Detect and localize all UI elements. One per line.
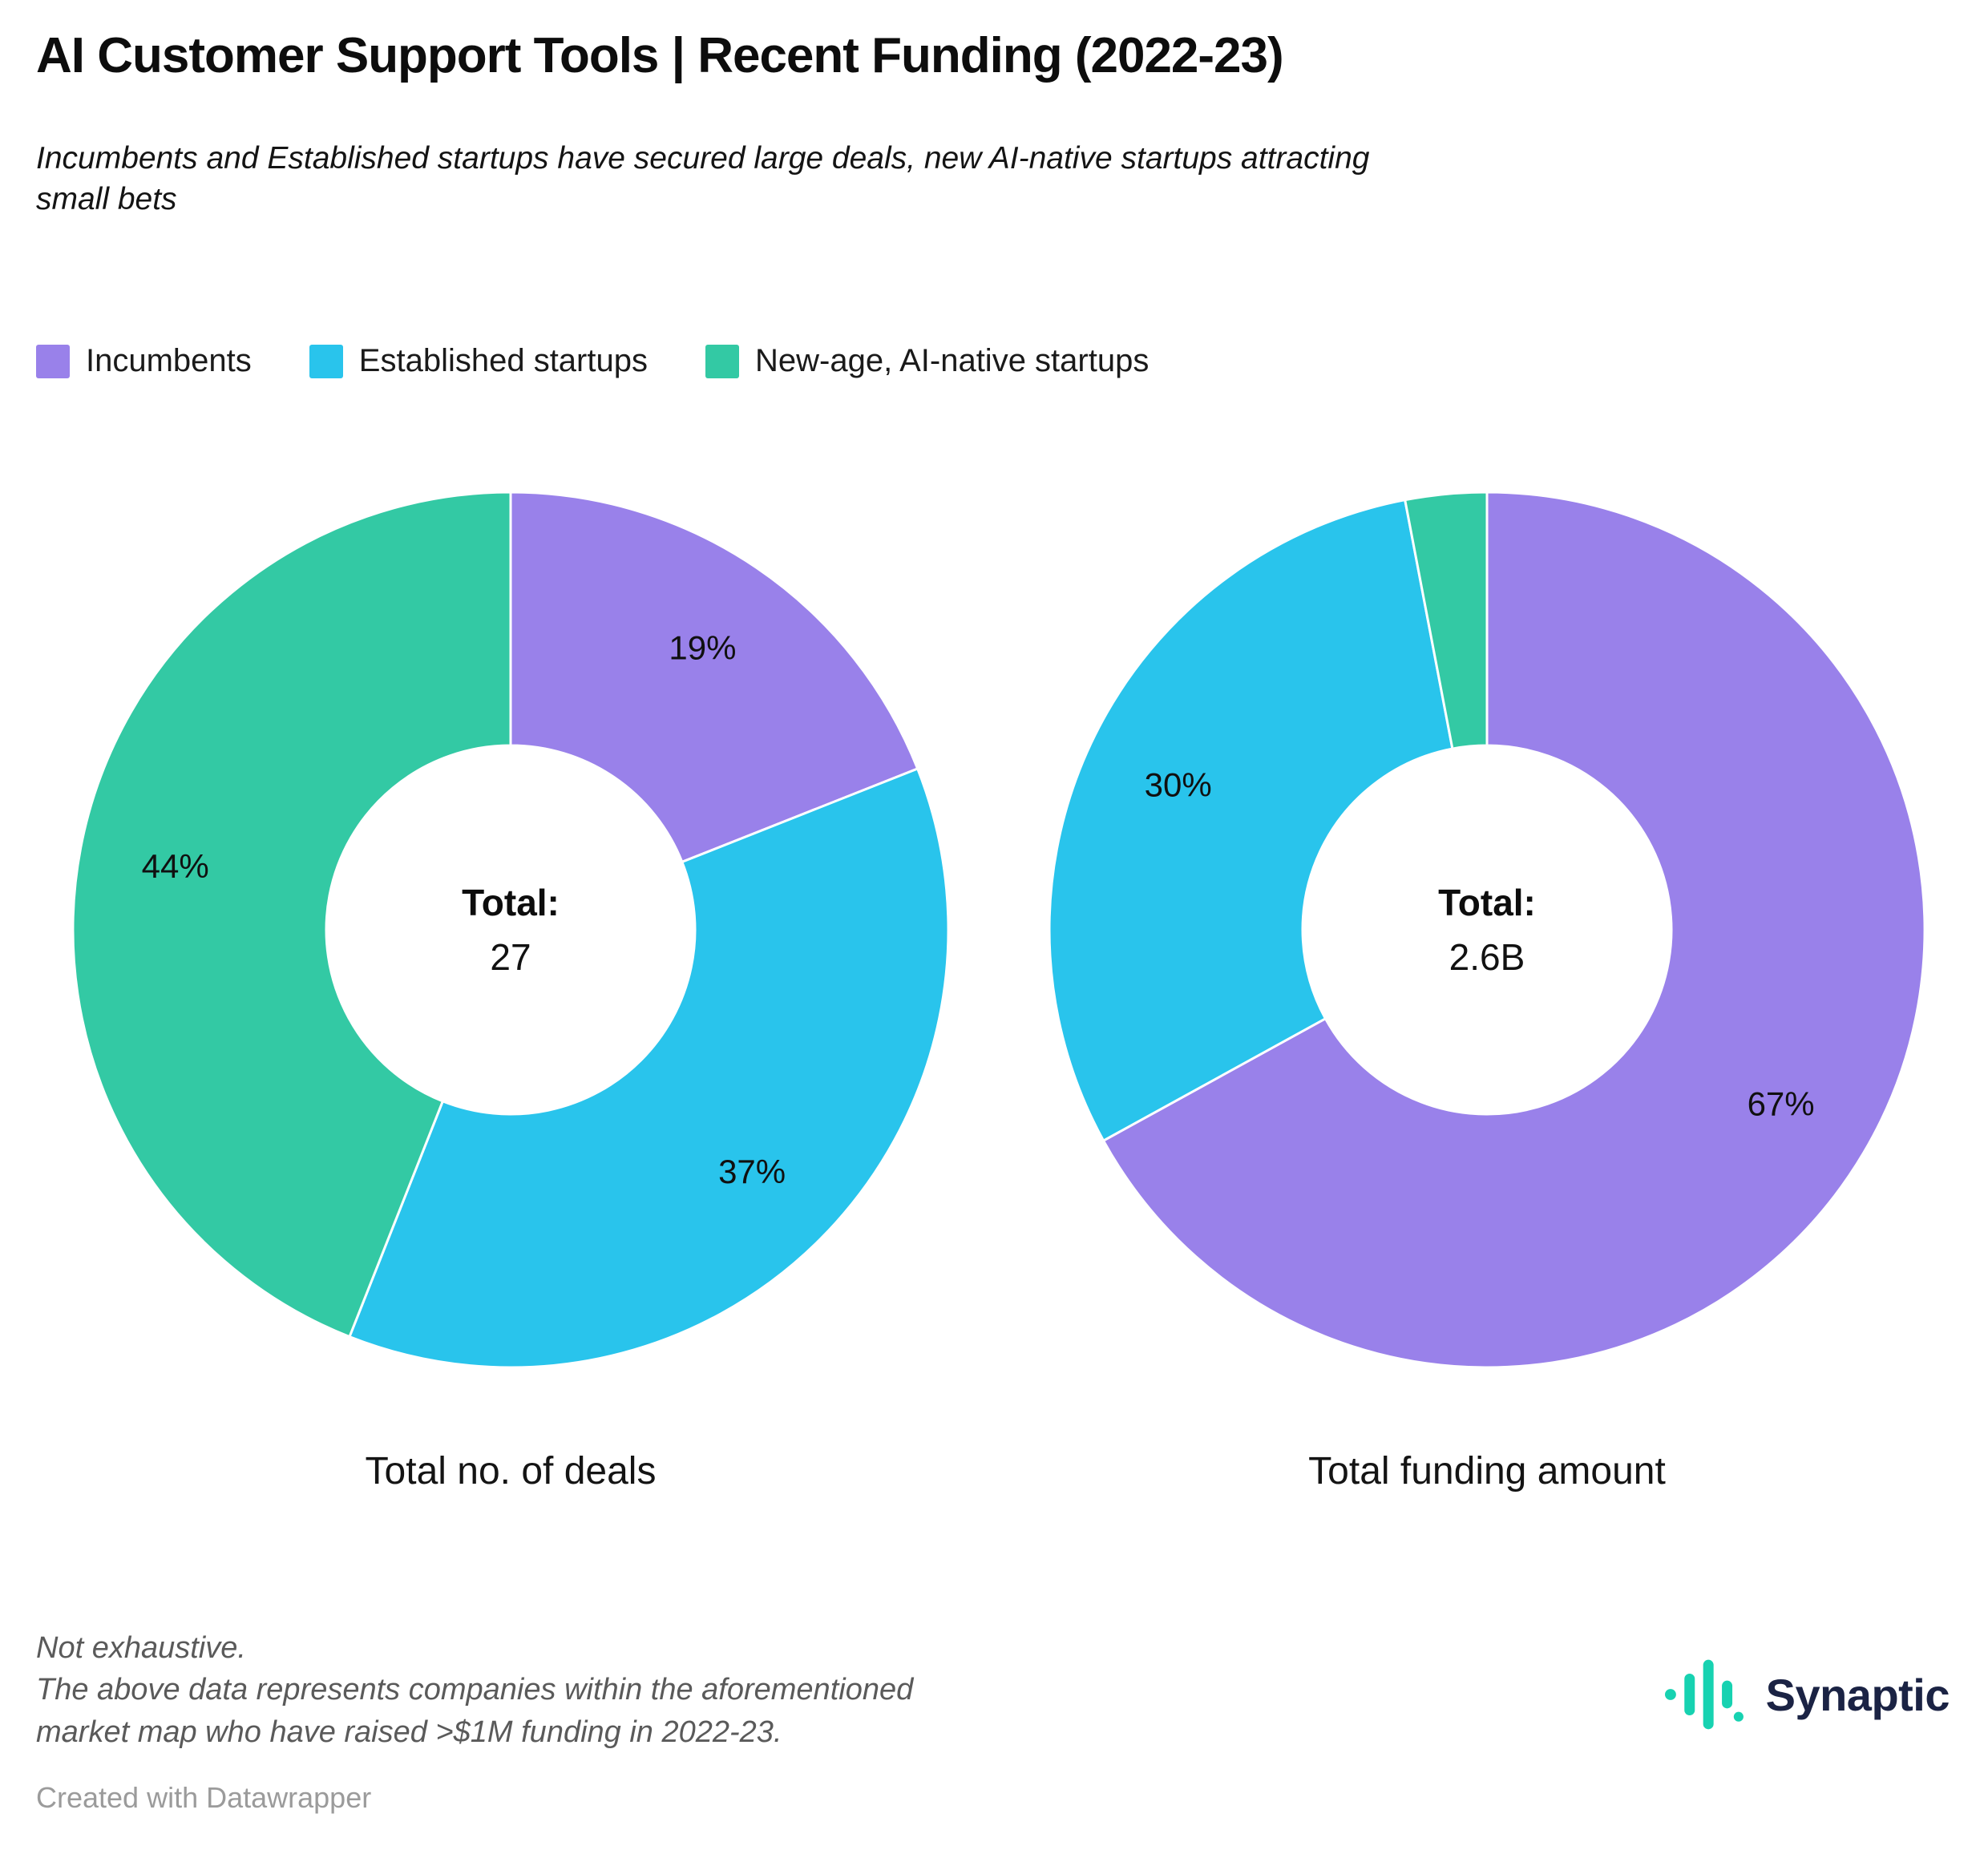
donut-slice-incumbents (1101, 491, 1926, 1369)
chart-caption-funding: Total funding amount (1308, 1450, 1666, 1493)
donut-slice-established-startups (348, 767, 950, 1369)
donut-slice-new-age-ai-native-startups (71, 491, 512, 1339)
chart-subtitle: Incumbents and Established startups have… (36, 141, 1370, 217)
footnote-line: Not exhaustive. (36, 1631, 246, 1665)
legend-swatch (36, 344, 70, 378)
legend-swatch (705, 344, 739, 378)
waveform-icon (1664, 1659, 1744, 1730)
legend-item: New-age, AI-native startups (705, 343, 1149, 379)
donut-slice-established-startups (1048, 498, 1454, 1143)
legend: Incumbents Established startups New-age, A… (36, 343, 1149, 379)
footnote-line: The above data represents companies with… (36, 1673, 914, 1749)
legend-swatch (309, 344, 343, 378)
center-total-value: 2.6B (1449, 936, 1525, 978)
legend-label: Incumbents (86, 343, 252, 378)
chart-caption-deals: Total no. of deals (365, 1450, 657, 1493)
synaptic-wordmark: Synaptic (1765, 1669, 1950, 1720)
footnote: Not exhaustive. The above data represent… (36, 1627, 918, 1753)
legend-item: Incumbents (36, 343, 252, 379)
slice-percentage-label: 30% (1145, 765, 1212, 803)
donut-svg: 19% 37% 44% (71, 491, 950, 1369)
center-total-value: 27 (490, 936, 531, 978)
donut-chart-funding: 67% 30% Total: 2.6B (1046, 489, 1928, 1371)
legend-label: Established startups (358, 343, 648, 378)
datawrapper-attribution: Created with Datawrapper (36, 1781, 372, 1814)
synaptic-logo: Synaptic (1664, 1653, 1950, 1736)
donut-center-total-funding: Total: 2.6B (1319, 878, 1655, 982)
center-total-label: Total: (1438, 881, 1536, 923)
page-title: AI Customer Support Tools | Recent Fundi… (36, 28, 1284, 83)
slice-percentage-label: 37% (718, 1153, 786, 1190)
slice-percentage-label: 67% (1748, 1085, 1815, 1123)
donut-svg: 67% 30% (1048, 491, 1926, 1369)
slice-percentage-label: 19% (669, 629, 736, 667)
legend-item: Established startups (309, 343, 648, 379)
donut-slice-incumbents (509, 491, 919, 864)
legend-label: New-age, AI-native startups (754, 343, 1150, 378)
slice-percentage-label: 44% (142, 847, 209, 885)
center-total-label: Total: (462, 881, 560, 923)
donut-slice-new-age-ai-native-startups (1403, 491, 1489, 750)
donut-center-total-deals: Total: 27 (342, 878, 679, 982)
donut-chart-deals: 19% 37% 44% Total: 27 (70, 489, 952, 1371)
